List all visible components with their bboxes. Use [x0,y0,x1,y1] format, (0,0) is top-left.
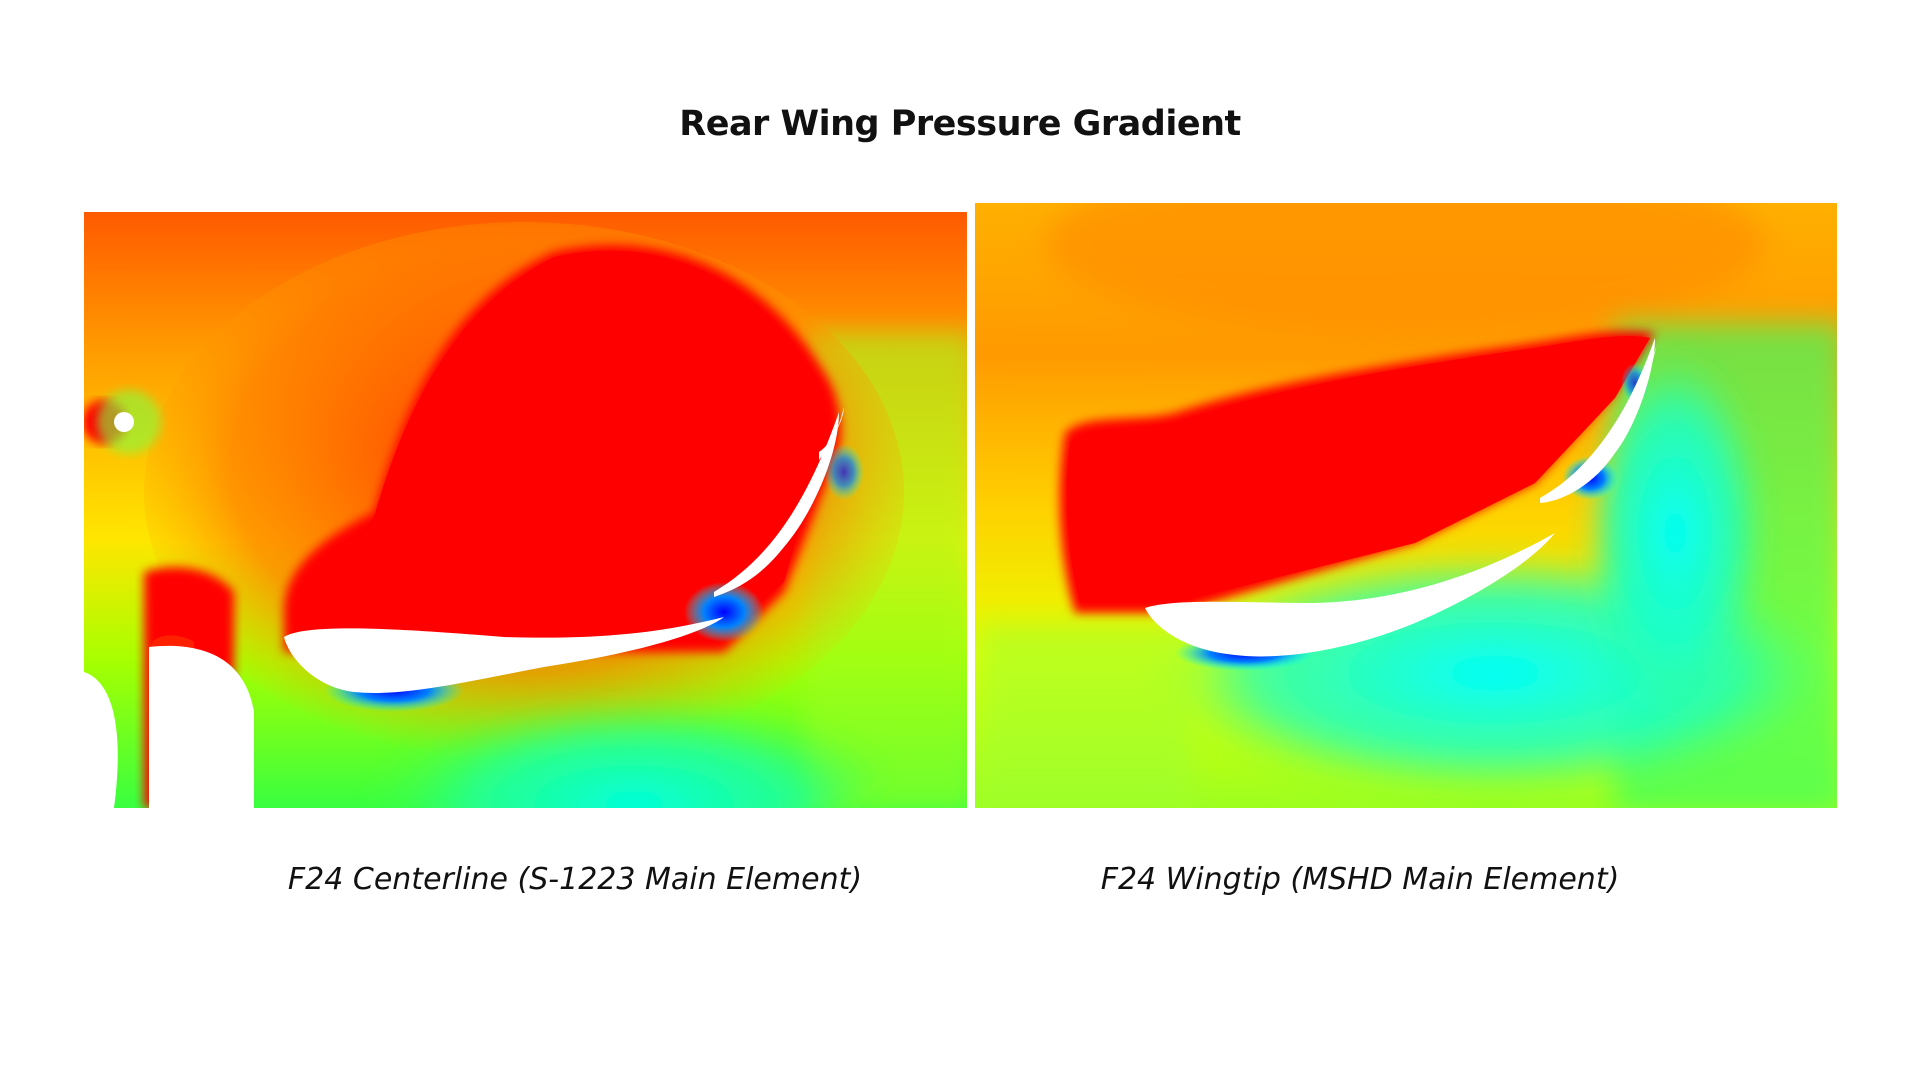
caption-wingtip: F24 Wingtip (MSHD Main Element) [1100,862,1620,897]
slide-title: Rear Wing Pressure Gradient [679,104,1241,144]
caption-centerline: F24 Centerline (S-1223 Main Element) [287,862,863,897]
wingtip-pressure-contour-image [975,203,1837,808]
centerline-pressure-contour-image [84,212,967,808]
